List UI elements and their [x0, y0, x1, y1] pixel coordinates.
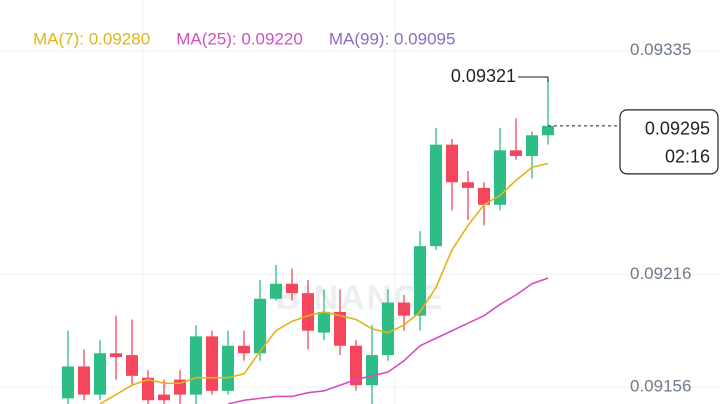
candle-body — [142, 377, 154, 401]
candle-body — [78, 366, 90, 395]
candle-body — [430, 144, 442, 247]
y-tick-label: 0.09335 — [630, 40, 691, 59]
legend-entry: MA(99): 0.09095 — [329, 29, 456, 48]
candle-body — [238, 345, 250, 354]
candle-body — [478, 187, 490, 205]
candle-body — [62, 366, 74, 399]
candle-body — [110, 353, 122, 358]
candle-body — [398, 302, 410, 316]
candle-body — [382, 302, 394, 356]
candle-body — [446, 144, 458, 183]
candle-body — [510, 150, 522, 156]
candle-body — [366, 355, 378, 386]
candle-body — [270, 283, 282, 299]
candle-body — [334, 311, 346, 346]
candle-body — [542, 125, 554, 136]
candle-body — [190, 336, 202, 395]
candle-body — [158, 394, 170, 401]
ma-line — [99, 162, 549, 404]
candle-body — [254, 298, 266, 354]
legend-entry: MA(25): 0.09220 — [176, 29, 303, 48]
y-tick-label: 0.09216 — [630, 264, 691, 283]
candle-body — [222, 345, 234, 391]
ma-line — [227, 277, 549, 404]
price-box — [619, 109, 719, 175]
candle-body — [318, 311, 330, 333]
legend-entry: MA(7): 0.09280 — [33, 29, 150, 48]
candle-body — [462, 182, 474, 188]
y-tick-label: 0.09156 — [630, 377, 691, 396]
candle-body — [302, 293, 314, 331]
candle-body — [414, 246, 426, 316]
candle-body — [526, 135, 538, 156]
countdown: 02:16 — [665, 147, 710, 167]
candle-body — [350, 345, 362, 386]
candle-body — [206, 336, 218, 391]
candle-body — [286, 283, 298, 294]
price-label: 0.09295 — [645, 119, 710, 139]
candle-body — [126, 355, 138, 376]
high-label: 0.09321 — [451, 66, 516, 86]
candle-body — [494, 150, 506, 205]
candle-body — [94, 353, 106, 395]
